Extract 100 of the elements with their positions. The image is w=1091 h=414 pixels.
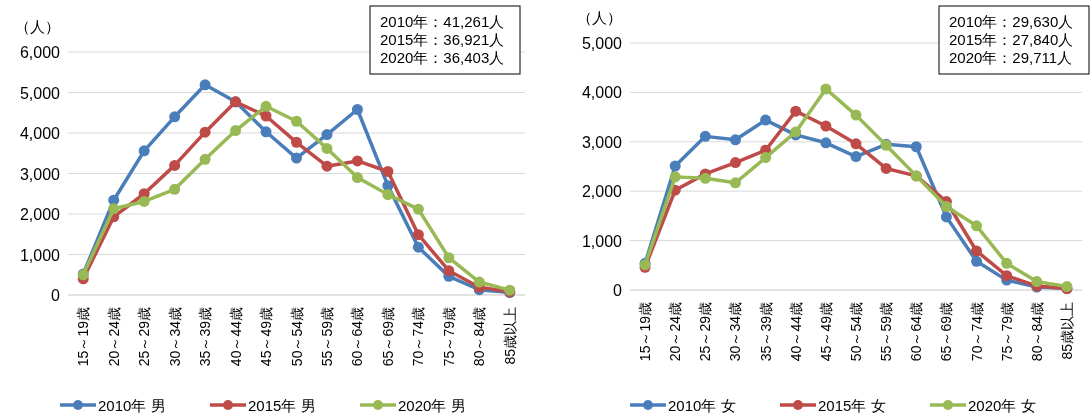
point	[760, 114, 772, 126]
x-tick-label: 25～29歳	[136, 307, 153, 367]
x-tick-label: 75～79歳	[440, 307, 457, 367]
point	[412, 229, 424, 241]
point	[351, 104, 363, 116]
point	[199, 126, 211, 138]
y-axis-title: （人）	[577, 9, 622, 26]
y-tick-label: 3,000	[581, 133, 623, 151]
text: 2010年：29,630人	[949, 13, 1074, 30]
legend-label: 2020年 男	[398, 397, 466, 414]
point	[382, 189, 394, 201]
point	[850, 109, 862, 121]
text: 2015年：36,921人	[380, 31, 505, 48]
x-tick-label: 40～44歳	[227, 307, 244, 367]
point	[412, 241, 424, 253]
point	[351, 155, 363, 167]
point	[940, 201, 952, 213]
point	[169, 159, 181, 171]
point	[940, 211, 952, 223]
x-tick-label: 65～69歳	[379, 307, 396, 367]
y-tick-label: 4,000	[581, 84, 623, 102]
point	[321, 129, 333, 141]
annotation: 2020年：36,403人	[380, 49, 505, 66]
x-tick-label: 15～19歳	[637, 302, 654, 362]
point	[971, 245, 983, 257]
point	[669, 171, 681, 183]
y-axis-title: （人）	[15, 18, 60, 35]
x-tick-label: 65～69歳	[938, 302, 955, 362]
point	[473, 276, 485, 288]
point	[199, 79, 211, 91]
point	[971, 255, 983, 267]
x-tick-label: 45～49歳	[258, 307, 275, 367]
y-tick-label: 0	[613, 282, 623, 299]
legend-label: 2010年 男	[98, 397, 166, 414]
x-tick-label: 85歳以上	[1058, 302, 1075, 360]
point	[820, 137, 832, 149]
point	[443, 252, 455, 264]
x-tick-label: 30～34歳	[727, 302, 744, 362]
point	[760, 152, 772, 164]
point	[820, 120, 832, 132]
point	[910, 141, 922, 153]
x-tick-label: 70～74歳	[410, 307, 427, 367]
x-tick-label: 35～39歳	[197, 307, 214, 367]
point	[108, 203, 120, 215]
point	[199, 153, 211, 165]
annotation: 2015年：27,840人	[949, 31, 1074, 48]
point	[443, 265, 455, 277]
point	[699, 172, 711, 184]
point	[790, 105, 802, 117]
annotation: 2020年：29,711人	[949, 49, 1073, 66]
y-tick-label: 6,000	[19, 44, 61, 61]
point	[669, 160, 681, 172]
x-tick-label: 50～54歳	[848, 302, 864, 362]
text: 2010年：41,261人	[380, 13, 505, 30]
x-tick-label: 20～24歳	[105, 307, 122, 367]
point	[1001, 270, 1013, 282]
x-tick-label: 60～64歳	[908, 302, 925, 362]
point	[880, 162, 892, 174]
y-tick-label: 3,000	[19, 165, 61, 183]
point	[260, 126, 272, 138]
y-tick-label: 2,000	[19, 206, 61, 223]
legend-label: 2015年 女	[818, 397, 886, 414]
point	[138, 195, 150, 207]
y-tick-label: 1,000	[581, 232, 623, 250]
point	[169, 111, 181, 123]
legend-label: 2015年 男	[248, 397, 316, 414]
point	[820, 83, 832, 95]
point	[230, 125, 242, 137]
x-tick-label: 85歳以上	[501, 307, 518, 365]
y-tick-label: 4,000	[19, 125, 61, 142]
point	[351, 172, 363, 184]
y-tick-label: 0	[51, 287, 61, 304]
legend-label: 2020年 女	[968, 397, 1036, 414]
x-tick-label: 25～29歳	[697, 302, 714, 362]
x-tick-label: 15～19歳	[75, 307, 92, 367]
x-tick-label: 60～64歳	[349, 307, 366, 367]
x-tick-label: 55～59歳	[318, 307, 335, 367]
x-tick-label: 70～74歳	[968, 302, 985, 362]
point	[169, 183, 181, 195]
x-tick-label: 40～44歳	[787, 302, 804, 362]
point	[291, 136, 302, 148]
point	[321, 160, 333, 172]
x-tick-label: 75～79歳	[998, 302, 1015, 362]
point	[850, 151, 862, 163]
point	[850, 138, 862, 150]
point	[138, 145, 150, 157]
point	[1001, 257, 1013, 269]
y-tick-label: 5,000	[581, 35, 623, 52]
point	[1031, 276, 1043, 288]
point	[729, 134, 741, 146]
x-tick-label: 80～84歳	[1028, 302, 1045, 362]
x-tick-label: 45～49歳	[817, 302, 834, 362]
point	[291, 115, 302, 127]
point	[382, 165, 394, 177]
x-tick-label: 80～84歳	[471, 307, 488, 367]
x-tick-label: 55～59歳	[878, 302, 895, 362]
point	[260, 100, 272, 112]
point	[260, 110, 272, 122]
point	[729, 157, 741, 169]
y-tick-label: 5,000	[19, 84, 61, 102]
